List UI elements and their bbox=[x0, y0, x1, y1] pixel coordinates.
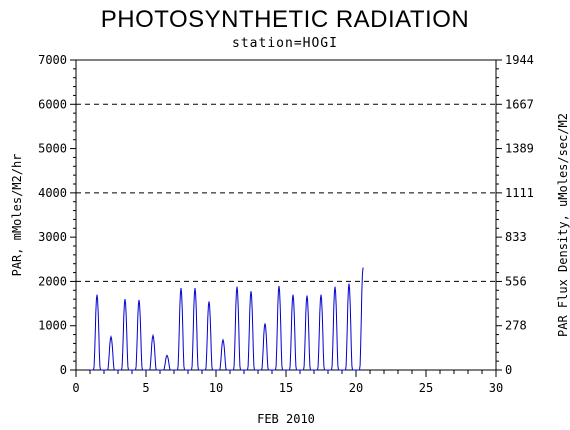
y-tick-label-left: 2000 bbox=[38, 274, 67, 288]
y-tick-label-right: 556 bbox=[505, 274, 527, 288]
y-tick-label-right: 0 bbox=[505, 363, 512, 377]
y-tick-label-left: 6000 bbox=[38, 97, 67, 111]
x-tick-label: 20 bbox=[349, 381, 363, 395]
y-tick-label-left: 7000 bbox=[38, 53, 67, 67]
x-tick-label: 15 bbox=[279, 381, 293, 395]
y-tick-label-left: 1000 bbox=[38, 319, 67, 333]
x-axis-label: FEB 2010 bbox=[257, 412, 315, 426]
x-tick-label: 0 bbox=[72, 381, 79, 395]
y-tick-label-right: 1944 bbox=[505, 53, 534, 67]
x-tick-label: 30 bbox=[489, 381, 503, 395]
y-tick-label-left: 3000 bbox=[38, 230, 67, 244]
y-axis-label-left: PAR, mMoles/M2/hr bbox=[10, 154, 24, 277]
y-axis-label-right: PAR Flux Density, uMoles/sec/M2 bbox=[556, 113, 570, 337]
x-tick-label: 10 bbox=[209, 381, 223, 395]
y-tick-label-left: 0 bbox=[60, 363, 67, 377]
chart-subtitle: station=HOGI bbox=[232, 36, 338, 51]
chart-title: PHOTOSYNTHETIC RADIATION bbox=[100, 6, 470, 33]
y-tick-label-right: 833 bbox=[505, 230, 527, 244]
x-tick-label: 5 bbox=[142, 381, 149, 395]
y-tick-label-right: 1111 bbox=[505, 186, 534, 200]
y-tick-label-right: 1389 bbox=[505, 142, 534, 156]
x-tick-label: 25 bbox=[419, 381, 433, 395]
plot-frame bbox=[75, 59, 497, 371]
y-tick-label-right: 1667 bbox=[505, 97, 534, 111]
y-tick-label-right: 278 bbox=[505, 319, 527, 333]
y-tick-label-left: 5000 bbox=[38, 142, 67, 156]
par-series-line bbox=[90, 267, 364, 371]
y-tick-label-left: 4000 bbox=[38, 186, 67, 200]
